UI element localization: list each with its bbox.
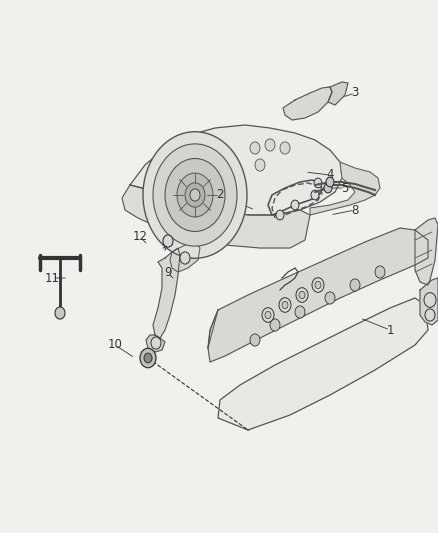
- Circle shape: [143, 132, 247, 259]
- Polygon shape: [283, 87, 332, 120]
- Circle shape: [350, 279, 360, 291]
- Circle shape: [250, 334, 260, 346]
- Polygon shape: [208, 310, 218, 348]
- Circle shape: [255, 159, 265, 171]
- Circle shape: [375, 266, 385, 278]
- Circle shape: [151, 337, 161, 349]
- Circle shape: [163, 235, 173, 247]
- Circle shape: [280, 142, 290, 154]
- Circle shape: [424, 293, 436, 308]
- Circle shape: [180, 252, 190, 264]
- Circle shape: [314, 178, 322, 188]
- Circle shape: [165, 158, 225, 231]
- Text: 8: 8: [351, 204, 359, 216]
- Polygon shape: [208, 228, 428, 362]
- Circle shape: [326, 177, 334, 187]
- Circle shape: [276, 210, 284, 220]
- Polygon shape: [153, 248, 180, 338]
- Circle shape: [312, 278, 324, 292]
- Text: 4: 4: [326, 168, 334, 182]
- Text: 3: 3: [351, 86, 359, 100]
- Text: 12: 12: [133, 230, 148, 244]
- Circle shape: [315, 281, 321, 289]
- Circle shape: [295, 306, 305, 318]
- Text: 11: 11: [45, 271, 60, 285]
- Text: 9: 9: [164, 266, 172, 279]
- Polygon shape: [218, 298, 428, 430]
- Circle shape: [140, 348, 156, 368]
- Circle shape: [311, 190, 319, 200]
- Polygon shape: [122, 185, 310, 248]
- Circle shape: [265, 139, 275, 151]
- Circle shape: [425, 309, 435, 321]
- Circle shape: [262, 308, 274, 322]
- Circle shape: [296, 288, 308, 302]
- Circle shape: [291, 200, 299, 210]
- Polygon shape: [310, 162, 380, 215]
- Polygon shape: [146, 335, 165, 352]
- Circle shape: [177, 173, 213, 217]
- Circle shape: [144, 353, 152, 363]
- Circle shape: [153, 144, 237, 246]
- Text: 10: 10: [108, 338, 123, 351]
- Circle shape: [250, 142, 260, 154]
- Circle shape: [265, 311, 271, 319]
- Circle shape: [299, 292, 305, 298]
- Polygon shape: [170, 242, 200, 272]
- Circle shape: [190, 189, 200, 201]
- Polygon shape: [420, 278, 438, 325]
- Polygon shape: [328, 82, 348, 105]
- Circle shape: [325, 292, 335, 304]
- Text: 2: 2: [216, 189, 224, 201]
- Text: 5: 5: [341, 182, 349, 195]
- Circle shape: [55, 307, 65, 319]
- Circle shape: [324, 183, 332, 193]
- Polygon shape: [130, 125, 342, 215]
- Polygon shape: [415, 218, 438, 285]
- Circle shape: [279, 298, 291, 312]
- Text: 1: 1: [386, 324, 394, 336]
- Circle shape: [282, 301, 288, 309]
- Circle shape: [185, 183, 205, 207]
- Circle shape: [270, 319, 280, 331]
